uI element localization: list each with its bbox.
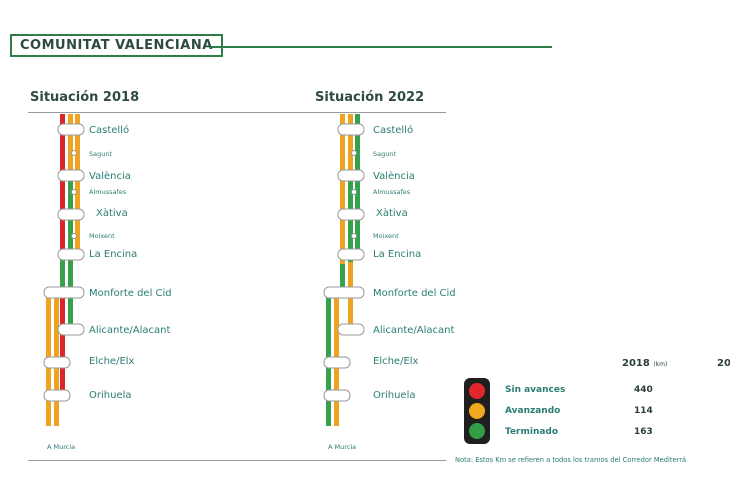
station-marker-elche bbox=[323, 356, 351, 369]
legend-label-sin-avances: Sin avances bbox=[505, 385, 566, 395]
end-label-2022: A Murcia bbox=[328, 443, 357, 451]
station-marker-orihuela bbox=[43, 389, 71, 402]
station-label-la-encina: La Encina bbox=[373, 249, 422, 260]
station-marker-valencia bbox=[337, 169, 365, 182]
title-rule bbox=[210, 46, 552, 48]
legend-label-terminado: Terminado bbox=[505, 427, 559, 437]
legend-header-2018: 2018 (km) bbox=[622, 358, 668, 369]
segment-2022-line1-green bbox=[340, 264, 345, 294]
legend-value-avanzando: 114 bbox=[634, 406, 653, 416]
station-marker-xativa bbox=[57, 208, 85, 221]
rail-diagram-2022 bbox=[323, 114, 365, 426]
footnote: Nota: Estos Km se refieren a todos los t… bbox=[455, 456, 687, 464]
station-label-la-encina: La Encina bbox=[89, 249, 138, 260]
panel-rule bbox=[28, 112, 446, 113]
amber-light-icon bbox=[469, 403, 485, 419]
panel-title-2022: Situación 2022 bbox=[315, 90, 425, 105]
legend-header-next: 20 bbox=[717, 358, 730, 369]
station-label-xativa: Xàtiva bbox=[96, 208, 128, 219]
station-marker-sagunt bbox=[71, 150, 77, 156]
station-label-valencia: València bbox=[373, 171, 415, 182]
station-marker-sagunt bbox=[351, 150, 357, 156]
segment-monforte-alicante-red bbox=[60, 294, 65, 328]
station-label-orihuela: Orihuela bbox=[373, 390, 416, 401]
segment-outer-orange bbox=[75, 114, 80, 254]
station-marker-alicante bbox=[337, 323, 365, 336]
station-label-orihuela: Orihuela bbox=[89, 390, 132, 401]
station-label-almussafes: Almussafes bbox=[89, 188, 127, 196]
traffic-light-icon bbox=[464, 378, 490, 444]
red-light-icon bbox=[469, 383, 485, 399]
segment-encina-monforte-green bbox=[60, 259, 65, 294]
legend-label-avanzando: Avanzando bbox=[505, 406, 561, 416]
station-label-moixent: Moixent bbox=[373, 232, 399, 240]
station-marker-elche bbox=[43, 356, 71, 369]
station-label-moixent: Moixent bbox=[89, 232, 115, 240]
station-label-sagunt: Sagunt bbox=[89, 150, 113, 158]
station-marker-moixent bbox=[71, 233, 77, 239]
station-label-castello: Castelló bbox=[373, 125, 414, 136]
station-marker-monforte bbox=[323, 286, 365, 299]
legend-value-sin-avances: 440 bbox=[634, 385, 653, 395]
station-marker-moixent bbox=[351, 233, 357, 239]
station-label-elche: Elche/Elx bbox=[89, 356, 135, 367]
segment-2022-outer-green bbox=[355, 114, 360, 254]
station-label-monforte: Monforte del Cid bbox=[89, 288, 172, 299]
station-label-alicante: Alicante/Alacant bbox=[89, 325, 171, 336]
segment-castello-valencia-red bbox=[60, 114, 65, 184]
station-marker-alicante bbox=[57, 323, 85, 336]
station-marker-xativa bbox=[337, 208, 365, 221]
station-label-almussafes: Almussafes bbox=[373, 188, 411, 196]
station-label-alicante: Alicante/Alacant bbox=[373, 325, 455, 336]
region-title: COMUNITAT VALENCIANA bbox=[10, 34, 223, 57]
rail-diagram-2018 bbox=[43, 114, 85, 426]
station-label-elche: Elche/Elx bbox=[373, 356, 419, 367]
station-marker-la-encina bbox=[337, 248, 365, 261]
station-label-monforte: Monforte del Cid bbox=[373, 288, 456, 299]
station-label-valencia: València bbox=[89, 171, 131, 182]
station-marker-castello bbox=[57, 123, 85, 136]
segment-2022-line1-orange bbox=[340, 114, 345, 264]
station-marker-almussafes bbox=[351, 189, 357, 195]
station-marker-almussafes bbox=[71, 189, 77, 195]
station-label-castello: Castelló bbox=[89, 125, 130, 136]
station-marker-valencia bbox=[57, 169, 85, 182]
station-label-sagunt: Sagunt bbox=[373, 150, 397, 158]
legend-value-terminado: 163 bbox=[634, 427, 653, 437]
segment-valencia-encina-red bbox=[60, 184, 65, 259]
panel-title-2018: Situación 2018 bbox=[30, 90, 140, 105]
segment-castello-valencia-orange bbox=[68, 114, 73, 174]
green-light-icon bbox=[469, 423, 485, 439]
end-label-2018: A Murcia bbox=[47, 443, 76, 451]
station-marker-castello bbox=[337, 123, 365, 136]
station-marker-orihuela bbox=[323, 389, 351, 402]
panel-bottom-rule bbox=[28, 460, 446, 461]
station-label-xativa: Xàtiva bbox=[376, 208, 408, 219]
station-marker-monforte bbox=[43, 286, 85, 299]
station-marker-la-encina bbox=[57, 248, 85, 261]
